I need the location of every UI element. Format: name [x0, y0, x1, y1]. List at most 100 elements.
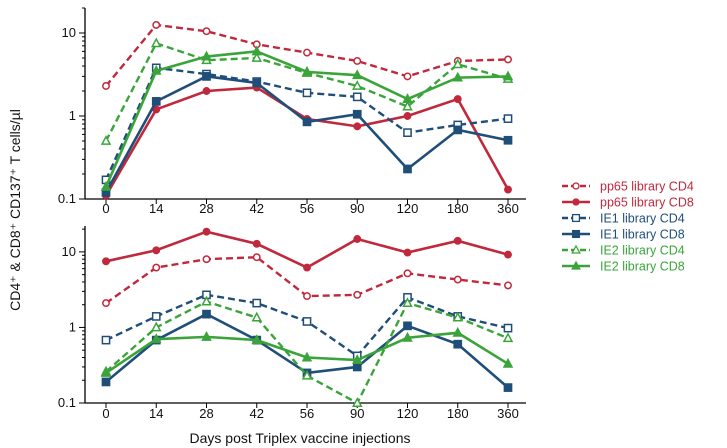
- data-point: [453, 275, 462, 284]
- x-tick-label: 180: [447, 201, 469, 216]
- legend-swatch-marker: [571, 260, 581, 270]
- data-point: [502, 70, 514, 81]
- x-tick-label: 56: [300, 201, 314, 216]
- data-point: [452, 311, 463, 322]
- data-point: [403, 269, 412, 278]
- data-point: [102, 299, 110, 308]
- data-point: [100, 180, 112, 191]
- legend-entry: IE2 library CD8: [562, 260, 685, 274]
- data-point: [201, 330, 212, 341]
- data-point: [352, 397, 363, 407]
- series-line: [104, 86, 510, 197]
- data-point: [251, 334, 262, 345]
- legend-swatch-marker: [572, 198, 580, 206]
- data-point: [151, 37, 162, 48]
- data-point: [303, 263, 311, 272]
- legend-label: IE2 library CD4: [600, 244, 685, 258]
- data-point: [403, 112, 412, 120]
- data-point: [503, 323, 513, 333]
- y-tick-label: 10: [62, 244, 76, 259]
- data-point: [303, 292, 311, 301]
- data-point: [301, 65, 313, 76]
- data-point: [202, 227, 211, 236]
- x-tick-label: 180: [447, 406, 469, 421]
- data-point: [504, 281, 512, 290]
- data-point: [453, 95, 462, 104]
- data-point: [453, 339, 463, 349]
- legend-label: pp65 library CD4: [600, 180, 694, 194]
- data-point: [453, 125, 463, 135]
- data-point: [100, 367, 112, 377]
- legend: pp65 library CD4 pp65 library CD8 IE1 libr…: [562, 180, 694, 274]
- data-point: [151, 333, 162, 344]
- series-line: [105, 300, 509, 405]
- data-point: [301, 369, 313, 380]
- data-point: [352, 109, 362, 119]
- data-point: [251, 45, 262, 56]
- legend-swatch-marker: [571, 229, 581, 239]
- data-point: [302, 117, 312, 127]
- legend-entry: pp65 library CD8: [562, 196, 694, 210]
- data-point: [102, 82, 110, 90]
- legend-label: IE1 library CD4: [600, 212, 685, 226]
- data-point: [503, 383, 513, 392]
- data-point: [402, 93, 413, 104]
- data-point: [201, 50, 212, 61]
- data-point: [353, 57, 362, 65]
- data-point: [402, 331, 413, 342]
- legend-swatch-marker: [572, 182, 580, 190]
- data-point: [201, 295, 212, 306]
- data-point: [452, 326, 463, 337]
- series-pp65-library-cd4: [102, 253, 512, 308]
- series-ie2-library-cd8: [100, 326, 514, 377]
- data-point: [151, 64, 162, 75]
- x-tick-label: 120: [397, 406, 419, 421]
- series-pp65-library-cd8: [102, 227, 512, 272]
- data-point: [302, 317, 312, 326]
- x-tick-label: 56: [300, 406, 314, 421]
- legend-entry: IE2 library CD4: [562, 244, 685, 258]
- series-ie1-library-cd8: [101, 72, 513, 197]
- legend-entry: IE1 library CD8: [562, 228, 685, 242]
- data-point: [301, 351, 313, 362]
- series-pp65-library-cd8: [102, 83, 512, 200]
- data-point: [152, 20, 161, 29]
- legend-swatch-marker: [571, 213, 581, 223]
- data-point: [353, 122, 362, 131]
- data-point: [353, 290, 362, 299]
- data-point: [252, 239, 261, 248]
- legend-label: pp65 library CD8: [600, 196, 694, 210]
- series-ie2-library-cd8: [100, 45, 514, 191]
- data-point: [152, 246, 161, 255]
- x-axis-title: Days post Triplex vaccine injections: [190, 430, 411, 446]
- x-tick-label: 14: [149, 406, 163, 421]
- x-tick-label: 42: [250, 201, 264, 216]
- data-point: [252, 253, 261, 262]
- data-point: [403, 164, 412, 174]
- x-tick-label: 360: [497, 201, 519, 216]
- series-pp65-library-cd4: [102, 20, 512, 90]
- data-point: [202, 72, 211, 81]
- data-point: [100, 135, 112, 145]
- y-tick-label: 0.1: [58, 395, 76, 410]
- data-point: [352, 92, 362, 102]
- series-ie1-library-cd4: [101, 290, 513, 361]
- y-axis-title: CD4⁺ & CD8⁺ CD137⁺ T cells/µl: [7, 109, 23, 311]
- series-line: [105, 230, 509, 270]
- data-point: [252, 298, 262, 308]
- data-point: [504, 250, 512, 259]
- data-point: [504, 185, 512, 194]
- x-tick-label: 90: [350, 406, 364, 421]
- y-tick-label: 1: [69, 108, 76, 123]
- data-point: [101, 335, 111, 345]
- legend-label: IE2 library CD8: [600, 260, 685, 274]
- x-tick-label: 14: [149, 201, 163, 216]
- data-point: [151, 312, 161, 321]
- top-panel: 0.1 1 10 0 14 28 42 56 90 120 180 360: [58, 7, 526, 216]
- data-point: [352, 69, 363, 80]
- legend-entry: IE1 library CD4: [562, 212, 685, 226]
- y-tick-label: 1: [69, 319, 76, 334]
- data-point: [402, 100, 413, 111]
- data-point: [403, 321, 412, 331]
- data-point: [152, 263, 161, 272]
